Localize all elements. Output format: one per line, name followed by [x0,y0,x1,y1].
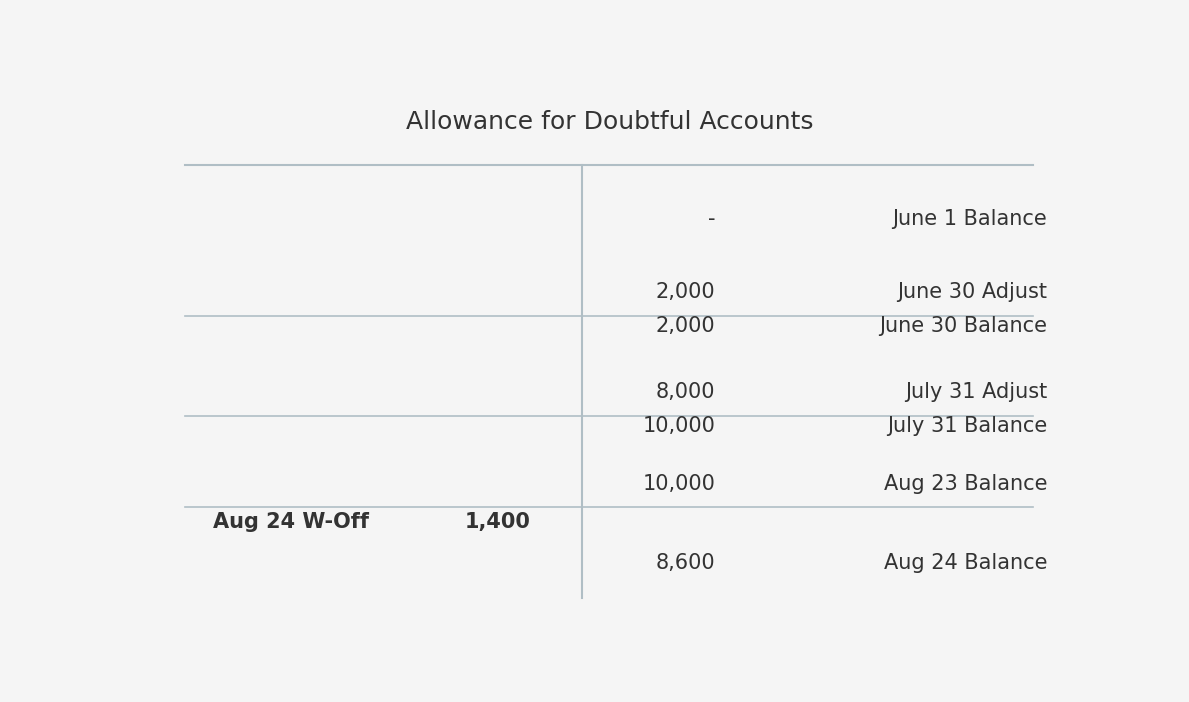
Text: July 31 Balance: July 31 Balance [887,416,1048,437]
Text: June 30 Adjust: June 30 Adjust [897,282,1048,303]
Text: -: - [707,209,716,230]
Text: June 30 Balance: June 30 Balance [879,317,1048,336]
Text: 2,000: 2,000 [655,317,716,336]
Text: 10,000: 10,000 [642,416,716,437]
Text: 10,000: 10,000 [642,475,716,494]
Text: 1,400: 1,400 [465,512,531,532]
Text: Aug 23 Balance: Aug 23 Balance [883,475,1048,494]
Text: 8,000: 8,000 [656,383,716,402]
Text: 8,600: 8,600 [655,552,716,573]
Text: June 1 Balance: June 1 Balance [892,209,1048,230]
Text: Aug 24 Balance: Aug 24 Balance [883,552,1048,573]
Text: July 31 Adjust: July 31 Adjust [905,383,1048,402]
Text: 2,000: 2,000 [655,282,716,303]
Text: Allowance for Doubtful Accounts: Allowance for Doubtful Accounts [405,110,813,134]
Text: Aug 24 W-Off: Aug 24 W-Off [213,512,369,532]
